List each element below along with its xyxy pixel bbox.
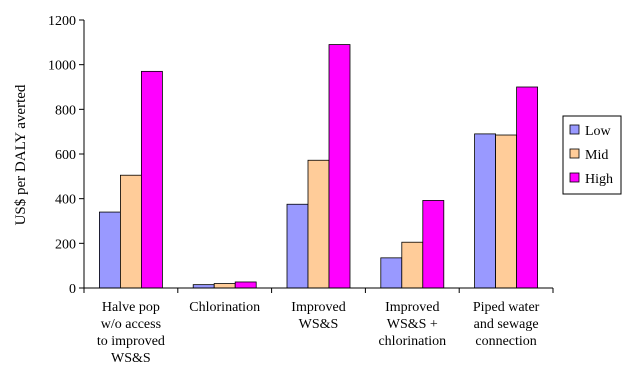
bar-mid	[307, 159, 330, 289]
bar-low	[99, 211, 121, 289]
legend: Low Mid High	[562, 115, 622, 195]
y-tick-label: 800	[55, 103, 76, 118]
y-tick-label: 400	[55, 193, 76, 208]
x-category-label: Halve pop w/o access to improved WS&S	[97, 300, 165, 366]
bar-high	[140, 70, 163, 289]
bar-low	[286, 203, 309, 289]
bar-mid	[213, 283, 236, 289]
y-axis-title: US$ per DALY averted	[13, 84, 29, 225]
bar-low	[380, 257, 403, 289]
axes	[83, 20, 554, 293]
x-category-label-line: Improved	[291, 300, 345, 315]
x-axis-labels: Halve pop w/o access to improved WS&S Chlori…	[97, 300, 540, 366]
x-category-label: Piped water and sewage connection	[473, 300, 540, 349]
y-tick-label: 0	[69, 282, 76, 297]
x-category-label: Improved WS&S + chlorination	[378, 300, 446, 349]
y-axis-label: US$ per DALY averted	[13, 84, 29, 225]
x-category-label-line: WS&S	[111, 351, 151, 366]
y-axis-ticks: 0 200 400 600 800 1000 1200	[48, 14, 84, 297]
x-category-label-line: Chlorination	[189, 300, 260, 315]
x-category-label-line: Halve pop	[102, 300, 160, 315]
x-category-label-line: WS&S +	[387, 317, 438, 332]
legend-label: High	[585, 172, 613, 187]
y-tick-label: 1200	[48, 14, 76, 29]
legend-swatch-low	[569, 124, 580, 135]
bar-mid	[401, 241, 424, 289]
legend-swatch-high	[569, 172, 580, 183]
x-category-label-line: w/o access	[101, 317, 161, 332]
y-tick-label: 200	[55, 237, 76, 252]
legend-label: Mid	[585, 148, 608, 163]
x-category-label-line: chlorination	[378, 334, 446, 349]
bar-high	[234, 281, 257, 289]
bar-high	[516, 86, 538, 289]
bar-high	[328, 44, 351, 289]
x-category-label-line: connection	[475, 334, 536, 349]
bar-mid	[120, 174, 142, 289]
legend-swatch-mid	[569, 148, 580, 159]
legend-label: Low	[585, 124, 612, 139]
x-category-label: Improved WS&S	[291, 300, 345, 332]
bar-low	[192, 284, 215, 289]
bars	[99, 44, 538, 289]
x-category-label-line: Piped water	[473, 300, 540, 315]
x-category-label-line: Improved	[385, 300, 439, 315]
y-tick-label: 1000	[48, 59, 76, 74]
x-category-label-line: and sewage	[474, 317, 539, 332]
x-category-label: Chlorination	[189, 300, 260, 315]
bar-mid	[495, 134, 518, 289]
x-category-label-line: WS&S	[299, 317, 339, 332]
x-category-label-line: to improved	[97, 334, 165, 349]
bar-high	[422, 200, 445, 289]
y-tick-label: 600	[55, 148, 76, 163]
bar-low	[474, 133, 497, 289]
